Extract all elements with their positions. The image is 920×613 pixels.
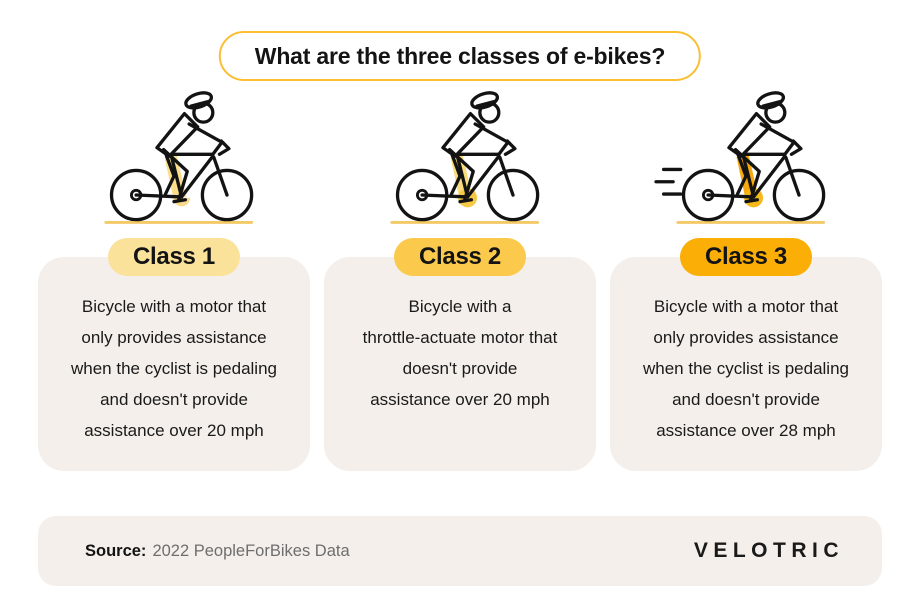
class-column-3: Class 3 Bicycle with a motor that only p…	[610, 91, 882, 471]
speed-lines-icon	[654, 167, 683, 196]
cyclist-class3-icon	[654, 91, 826, 224]
class-description-card: Bicycle with a throttle-actuate motor th…	[324, 257, 596, 471]
class-label: Class 1	[133, 243, 215, 270]
class-description: Bicycle with a motor that only provides …	[70, 297, 277, 440]
footer-bar: Source: 2022 PeopleForBikes Data VELOTRIC	[38, 516, 882, 586]
class-column-1: Class 1 Bicycle with a motor that only p…	[38, 91, 310, 471]
class-description: Bicycle with a throttle-actuate motor th…	[362, 297, 558, 409]
page-title: What are the three classes of e-bikes?	[254, 43, 666, 69]
cyclist-class1-icon	[104, 91, 254, 224]
cyclist-class2-icon	[390, 91, 540, 224]
class-description-card: Bicycle with a motor that only provides …	[38, 257, 310, 471]
source: Source: 2022 PeopleForBikes Data	[85, 542, 350, 561]
class-label-pill: Class 3	[680, 238, 812, 276]
class-label-pill: Class 1	[108, 238, 240, 276]
class-label: Class 2	[419, 243, 501, 270]
class-description-card: Bicycle with a motor that only provides …	[610, 257, 882, 471]
class-label-pill: Class 2	[394, 238, 526, 276]
class-columns: Class 1 Bicycle with a motor that only p…	[38, 91, 882, 471]
source-text: 2022 PeopleForBikes Data	[152, 541, 350, 560]
velotric-logo: VELOTRIC	[693, 539, 844, 562]
class-description: Bicycle with a motor that only provides …	[642, 297, 849, 440]
class-column-2: Class 2 Bicycle with a throttle-actuate …	[324, 91, 596, 471]
class-label: Class 3	[705, 243, 787, 270]
source-label: Source:	[85, 541, 147, 560]
title-pill: What are the three classes of e-bikes?	[218, 31, 702, 81]
